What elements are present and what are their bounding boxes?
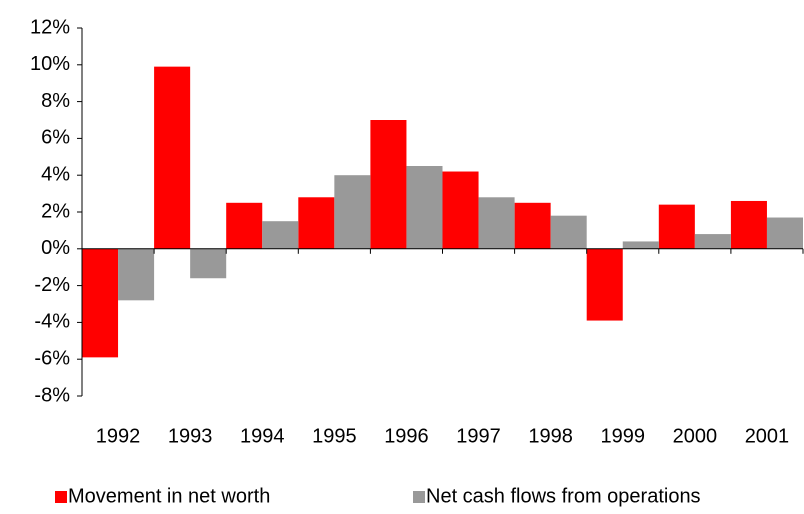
y-tick-label: 10% (30, 53, 70, 75)
x-tick-label: 1998 (528, 425, 573, 447)
bar (766, 217, 803, 249)
bar (262, 221, 299, 249)
bar (82, 248, 119, 358)
bar (730, 200, 767, 249)
bar (226, 202, 263, 249)
x-tick-label: 1995 (312, 425, 357, 447)
y-tick-label: -6% (34, 347, 70, 369)
x-tick-label: 1992 (96, 425, 141, 447)
bar (658, 204, 695, 249)
bar (370, 120, 407, 249)
bar (622, 241, 659, 249)
y-tick-label: -8% (34, 384, 70, 406)
legend-swatch (413, 491, 425, 503)
x-tick-label: 1996 (384, 425, 429, 447)
x-tick-label: 2001 (745, 425, 790, 447)
legend-label: Net cash flows from operations (426, 485, 701, 507)
bar (298, 197, 335, 249)
bar (118, 248, 155, 301)
bar (154, 66, 191, 249)
y-tick-label: 4% (41, 163, 70, 185)
bar (334, 175, 371, 249)
bar (190, 248, 227, 279)
bar (550, 215, 587, 249)
bar (694, 234, 731, 249)
y-tick-label: 2% (41, 200, 70, 222)
bar (406, 166, 443, 249)
bar (514, 202, 551, 249)
x-tick-label: 1997 (456, 425, 501, 447)
bar (442, 171, 479, 249)
x-tick-label: 2000 (673, 425, 718, 447)
x-tick-label: 1993 (168, 425, 213, 447)
bar (586, 248, 623, 321)
x-tick-label: 1999 (601, 425, 646, 447)
y-tick-label: 0% (41, 237, 70, 259)
bar (478, 197, 515, 249)
y-tick-label: 8% (41, 90, 70, 112)
y-tick-label: -4% (34, 311, 70, 333)
y-tick-label: 12% (30, 16, 70, 38)
legend-label: Movement in net worth (68, 485, 270, 507)
legend-swatch (55, 491, 67, 503)
y-tick-label: -2% (34, 274, 70, 296)
x-tick-label: 1994 (240, 425, 285, 447)
y-tick-label: 6% (41, 127, 70, 149)
